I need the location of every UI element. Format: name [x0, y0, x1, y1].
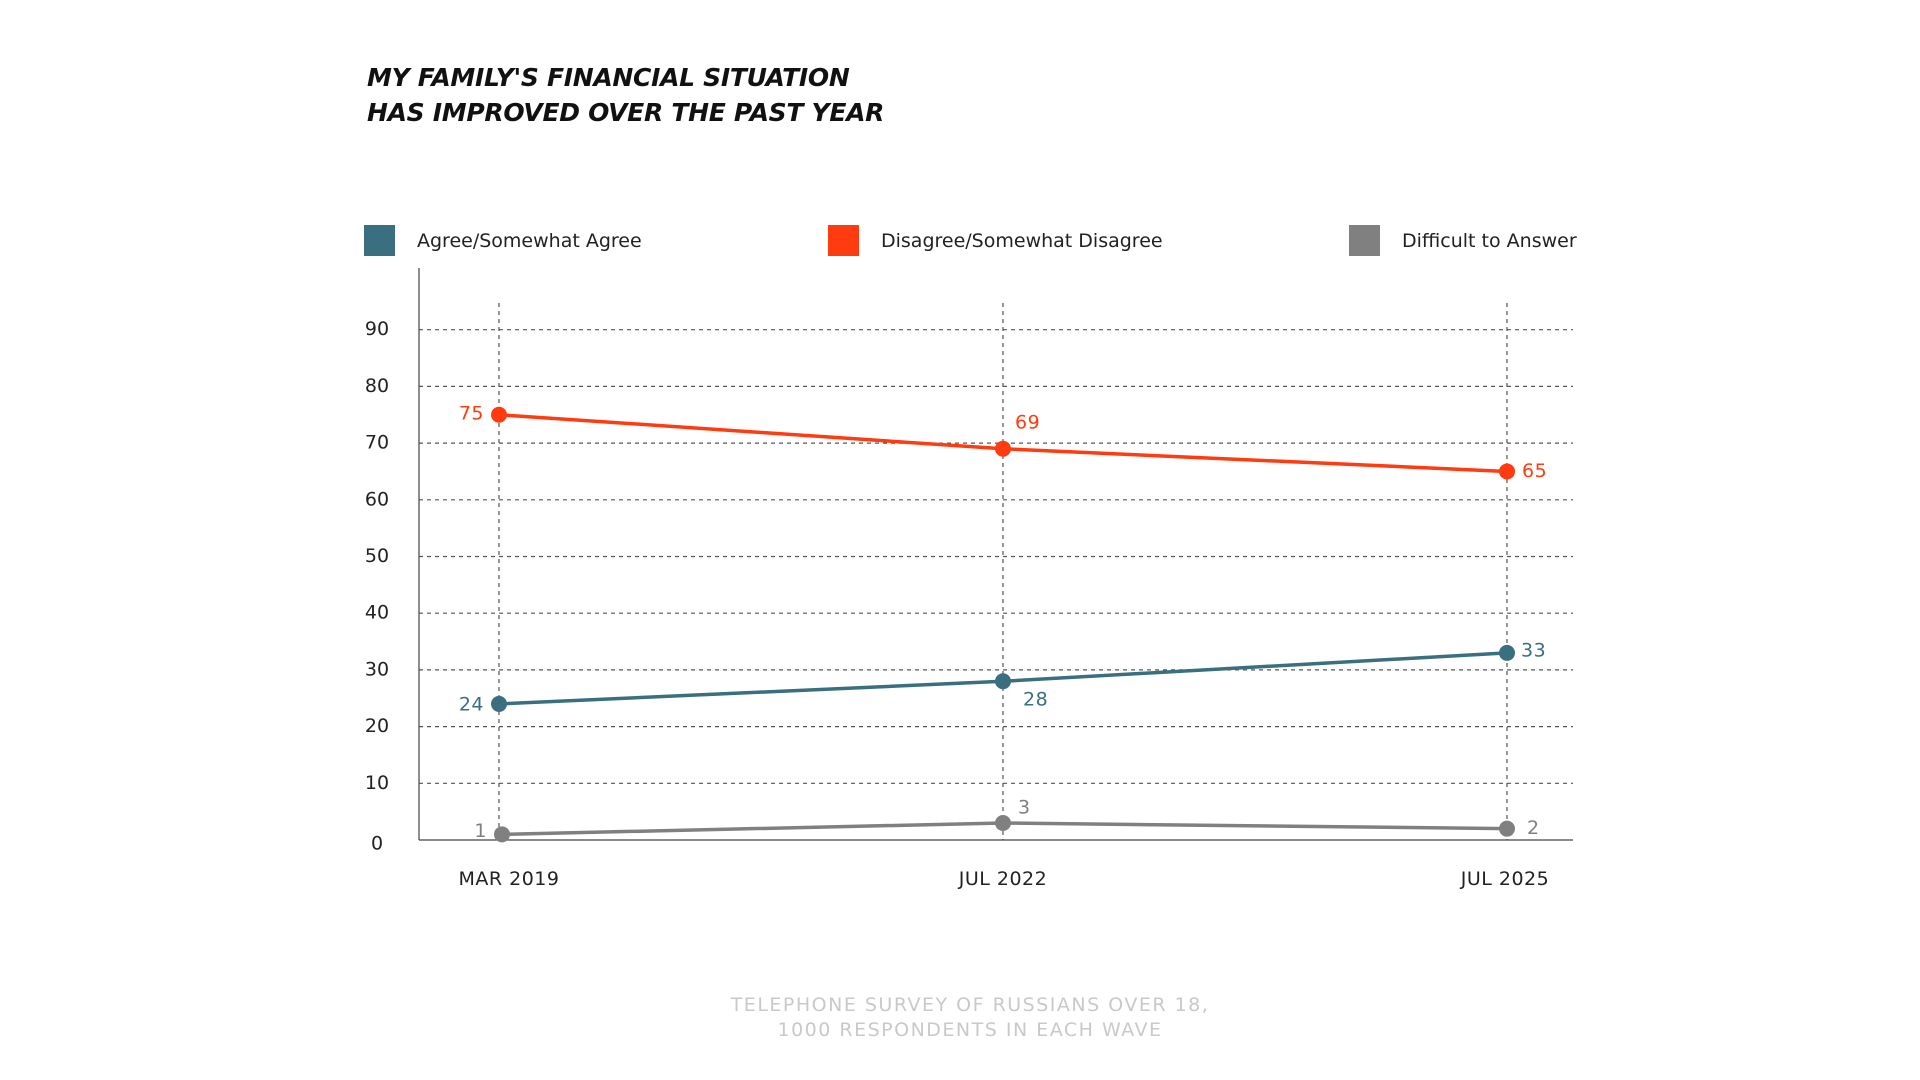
data-label-disagree-jul-2022: 69: [1015, 411, 1040, 433]
data-label-difficult-mar-2019: 1: [474, 820, 487, 842]
data-point-difficult-jul-2022: [995, 814, 1011, 831]
y-tick-label-40: 40: [365, 602, 389, 624]
y-tick-label-70: 70: [365, 432, 389, 454]
data-point-disagree-jul-2025: [1499, 463, 1515, 480]
y-tick-label-30: 30: [365, 658, 389, 680]
x-tick-label-jul-2022: JUL 2022: [958, 868, 1048, 890]
data-label-agree-jul-2025: 33: [1521, 639, 1546, 661]
data-label-agree-jul-2022: 28: [1023, 689, 1048, 711]
data-label-disagree-jul-2025: 65: [1522, 460, 1547, 482]
chart-title: MY FAMILY'S FINANCIAL SITUATION HAS IMPR…: [367, 60, 884, 130]
chart-title-line-2: HAS IMPROVED OVER THE PAST YEAR: [367, 98, 885, 127]
footnote-line-1: TELEPHONE SURVEY OF RUSSIANS OVER 18,: [730, 994, 1210, 1016]
legend-item-difficult: Difficult to Answer: [1349, 225, 1577, 256]
y-tick-label-90: 90: [365, 318, 389, 340]
data-point-difficult-jul-2025: [1499, 820, 1515, 837]
data-point-agree-jul-2025: [1499, 644, 1515, 661]
y-tick-label-60: 60: [365, 488, 389, 510]
data-label-difficult-jul-2025: 2: [1527, 817, 1540, 839]
data-point-disagree-mar-2019: [491, 406, 507, 423]
data-point-agree-mar-2019: [491, 695, 507, 712]
legend-label-disagree: Disagree/Somewhat Disagree: [881, 229, 1163, 252]
chart-title-line-1: MY FAMILY'S FINANCIAL SITUATION: [367, 63, 850, 92]
y-tick-label-50: 50: [365, 545, 389, 567]
y-tick-label-10: 10: [365, 772, 389, 794]
legend-item-disagree: Disagree/Somewhat Disagree: [828, 225, 1163, 256]
data-point-disagree-jul-2022: [995, 440, 1011, 457]
data-label-disagree-mar-2019: 75: [459, 402, 484, 424]
legend-swatch-agree: [364, 225, 395, 256]
footnote-line-2: 1000 RESPONDENTS IN EACH WAVE: [777, 1019, 1163, 1041]
legend-swatch-disagree: [828, 225, 859, 256]
y-tick-label-80: 80: [365, 375, 389, 397]
legend-label-agree: Agree/Somewhat Agree: [417, 229, 642, 252]
survey-footnote: TELEPHONE SURVEY OF RUSSIANS OVER 18, 10…: [0, 993, 1920, 1043]
y-tick-label-20: 20: [365, 715, 389, 737]
data-label-difficult-jul-2022: 3: [1018, 796, 1031, 818]
data-label-agree-mar-2019: 24: [459, 693, 484, 715]
data-point-agree-jul-2022: [995, 673, 1011, 690]
legend-item-agree: Agree/Somewhat Agree: [364, 225, 642, 256]
legend-swatch-difficult: [1349, 225, 1380, 256]
y-tick-label-0: 0: [371, 833, 383, 855]
x-tick-label-jul-2025: JUL 2025: [1460, 868, 1550, 890]
legend-label-difficult: Difficult to Answer: [1402, 229, 1577, 252]
data-point-difficult-mar-2019: [494, 826, 510, 843]
x-tick-label-mar-2019: MAR 2019: [459, 868, 560, 890]
